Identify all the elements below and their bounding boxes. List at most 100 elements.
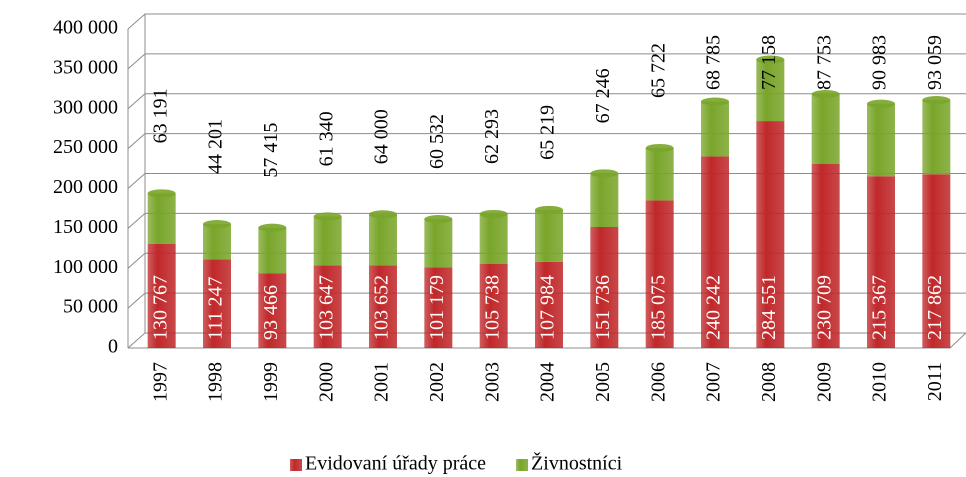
- bar: [424, 219, 453, 268]
- bar: [645, 200, 674, 348]
- bar-top: [258, 223, 287, 232]
- legend-swatch: [516, 459, 529, 471]
- y-tick-label: 150 000: [53, 216, 118, 238]
- bar-top: [811, 90, 840, 99]
- x-tick-label: 2000: [315, 362, 337, 402]
- x-tick-label: 2003: [481, 362, 503, 402]
- x-tick-label: 2005: [592, 362, 614, 402]
- bar: [590, 173, 619, 227]
- x-tick-label: 1998: [205, 362, 227, 402]
- bar: [867, 176, 895, 348]
- bar: [590, 226, 619, 348]
- y-tick-label: 200 000: [53, 176, 118, 198]
- value-label: 240 242: [703, 275, 725, 340]
- bar-top: [590, 169, 619, 178]
- value-label: 230 709: [813, 275, 835, 340]
- bar: [811, 164, 840, 348]
- bar-top: [479, 209, 508, 218]
- bar: [479, 213, 508, 264]
- value-label: 63 191: [149, 88, 171, 143]
- y-axis: [127, 14, 146, 348]
- bar: [424, 267, 453, 348]
- y-tick-label: 350 000: [53, 56, 118, 78]
- bar-top: [313, 212, 342, 221]
- x-tick-label: 2001: [371, 362, 393, 402]
- value-label: 93 466: [260, 285, 282, 340]
- bar-top: [147, 189, 176, 198]
- value-label: 65 722: [647, 43, 669, 98]
- bar: [922, 174, 951, 348]
- bar-top: [867, 99, 895, 108]
- x-tick-label: 1997: [149, 362, 171, 402]
- x-tick-label: 2007: [703, 362, 725, 402]
- value-label: 151 736: [592, 275, 614, 340]
- bar: [756, 59, 785, 122]
- bar: [922, 100, 951, 175]
- bar: [535, 261, 563, 348]
- grid-line: [127, 173, 966, 189]
- value-label: 130 767: [149, 275, 171, 340]
- value-label: 87 753: [813, 35, 835, 90]
- bar: [258, 273, 287, 348]
- x-tick-label: 2010: [869, 362, 891, 402]
- value-label: 185 075: [647, 275, 669, 340]
- y-tick-label: 0: [108, 336, 118, 358]
- value-label: 111 247: [205, 276, 227, 340]
- bar: [147, 243, 176, 348]
- value-label: 77 158: [758, 35, 780, 90]
- x-tick-label: 2002: [426, 362, 448, 402]
- value-label: 68 785: [703, 35, 725, 90]
- bar-top: [645, 143, 674, 152]
- value-label: 60 532: [426, 114, 448, 169]
- y-tick-label: 300 000: [53, 96, 118, 118]
- bar: [535, 209, 563, 262]
- legend-swatch: [290, 459, 302, 471]
- bar: [479, 263, 508, 348]
- bar: [369, 265, 397, 348]
- legend-label: Evidovaní úřady práce: [305, 453, 486, 475]
- value-label: 101 179: [426, 275, 448, 340]
- bar: [203, 224, 231, 260]
- value-label: 61 340: [315, 111, 337, 166]
- value-label: 67 246: [592, 68, 614, 123]
- bar: [701, 156, 729, 348]
- value-label: 65 219: [537, 105, 559, 160]
- x-tick-label: 2008: [758, 362, 780, 402]
- value-label: 103 647: [315, 275, 337, 340]
- value-label: 107 984: [537, 275, 559, 340]
- bar: [867, 103, 895, 177]
- y-tick-label: 250 000: [53, 136, 118, 158]
- value-label: 103 652: [371, 275, 393, 340]
- value-label: 217 862: [924, 275, 946, 340]
- bar: [756, 121, 785, 348]
- bar-top: [369, 210, 397, 219]
- x-tick-label: 1999: [260, 362, 282, 402]
- value-label: 90 983: [869, 35, 891, 90]
- value-label: 93 059: [924, 35, 946, 90]
- value-label: 57 415: [260, 123, 282, 178]
- value-label: 44 201: [205, 119, 227, 174]
- value-label: 105 738: [481, 275, 503, 340]
- bar: [645, 147, 674, 201]
- x-tick-label: 2009: [813, 362, 835, 402]
- bar: [203, 259, 231, 348]
- value-label: 64 000: [371, 109, 393, 164]
- value-label: 284 551: [758, 275, 780, 340]
- value-label: 215 367: [869, 275, 891, 340]
- bar: [147, 193, 176, 244]
- y-tick-label: 100 000: [53, 256, 118, 278]
- bar: [811, 94, 840, 165]
- bar: [313, 216, 342, 266]
- grid-line: [127, 53, 966, 70]
- bar-top: [424, 215, 453, 224]
- bar: [313, 265, 342, 348]
- y-tick-label: 400 000: [53, 17, 118, 39]
- bar-top: [535, 205, 563, 214]
- value-label: 62 293: [481, 109, 503, 164]
- bar-top: [203, 220, 231, 229]
- legend-label: Živnostníci: [531, 452, 623, 475]
- x-tick-label: 2004: [537, 362, 559, 402]
- bar-top: [922, 96, 951, 105]
